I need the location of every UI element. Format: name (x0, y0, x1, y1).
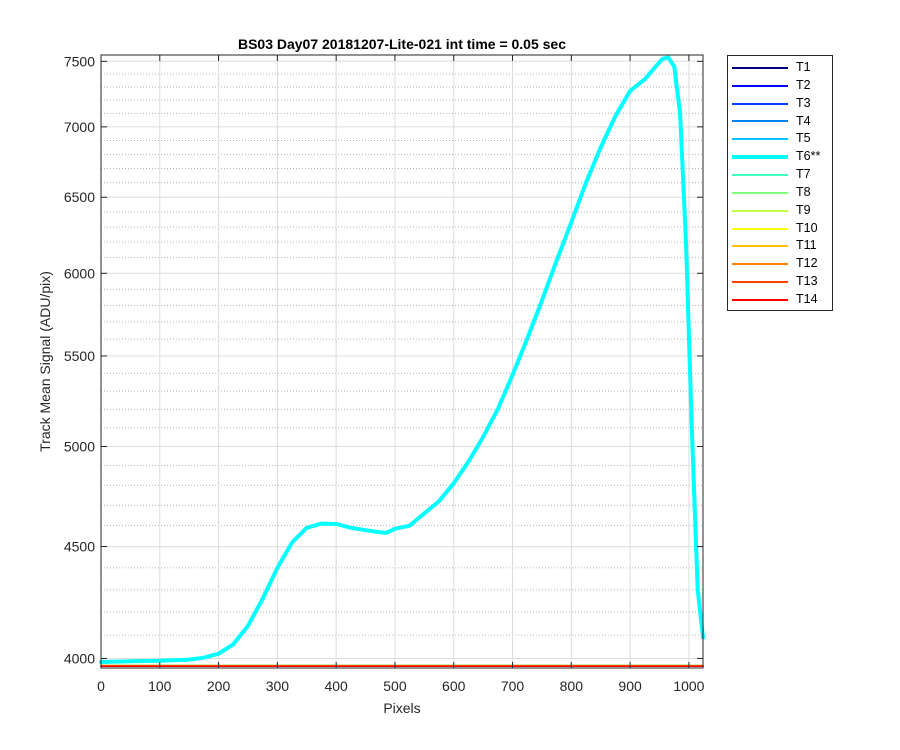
x-tick-label: 1000 (673, 678, 704, 694)
legend-label: T3 (796, 95, 811, 110)
legend-item[interactable]: T8 (728, 184, 832, 202)
legend-label: T4 (796, 113, 811, 128)
chart-title: BS03 Day07 20181207-Lite-021 int time = … (238, 36, 566, 52)
x-tick-label: 800 (560, 678, 584, 694)
x-tick-label: 500 (383, 678, 407, 694)
legend-item[interactable]: T1 (728, 59, 832, 77)
legend-label: T14 (796, 291, 818, 306)
axis-ticks: 4000 4500 5000 5500 6000 6500 7000 7500 0 100 200 3… (64, 53, 705, 694)
legend-line-swatch (732, 66, 788, 69)
legend-label: T2 (796, 77, 811, 92)
legend-line-swatch (732, 120, 788, 123)
x-tick-label: 900 (618, 678, 642, 694)
x-tick-label: 400 (324, 678, 348, 694)
legend-label: T8 (796, 184, 811, 199)
legend-item[interactable]: T6** (728, 148, 832, 166)
x-tick-label: 0 (97, 678, 105, 694)
legend-item[interactable]: T4 (728, 113, 832, 131)
legend-line-swatch (732, 191, 788, 194)
legend-item[interactable]: T5 (728, 130, 832, 148)
legend-label: T11 (796, 238, 817, 253)
legend-line-swatch (732, 155, 788, 160)
grid (100, 55, 703, 668)
series-lines (99, 55, 705, 668)
y-tick-label: 6500 (64, 189, 95, 205)
legend-line-swatch (732, 173, 788, 176)
legend-label: T10 (796, 220, 818, 235)
legend-item[interactable]: T10 (728, 220, 832, 238)
y-tick-label: 5000 (64, 438, 95, 454)
x-tick-label: 700 (501, 678, 525, 694)
y-tick-label: 4500 (64, 539, 95, 555)
legend-line-swatch (732, 263, 788, 266)
legend-line-swatch (732, 84, 788, 87)
legend-item[interactable]: T9 (728, 202, 832, 220)
legend-item[interactable]: T2 (728, 77, 832, 95)
legend-label: T5 (796, 131, 811, 146)
legend-label: T7 (796, 167, 811, 182)
x-tick-label: 200 (207, 678, 231, 694)
legend-line-swatch (732, 298, 788, 301)
legend-item[interactable]: T13 (728, 273, 832, 291)
legend-label: T6** (796, 149, 821, 164)
legend-item[interactable]: T3 (728, 95, 832, 113)
legend-item[interactable]: T12 (728, 255, 832, 273)
legend-item[interactable]: T14 (728, 291, 832, 309)
x-tick-label: 300 (266, 678, 290, 694)
legend-line-swatch (732, 209, 788, 212)
legend[interactable]: T1 T2 T3 T4 T5 T6** T7 T8 T9 T10 T11 T12 T13 T14 (727, 55, 833, 311)
y-tick-label: 7500 (64, 53, 95, 69)
legend-label: T13 (796, 274, 818, 289)
legend-line-swatch (732, 138, 788, 141)
y-tick-label: 6000 (64, 265, 95, 281)
series-line-t6 (99, 55, 705, 664)
legend-line-swatch (732, 245, 788, 248)
legend-label: T1 (796, 60, 811, 74)
x-axis-title: Pixels (383, 700, 420, 716)
legend-label: T12 (796, 256, 818, 271)
y-tick-label: 7000 (64, 119, 95, 135)
legend-line-swatch (732, 281, 788, 284)
legend-item[interactable]: T7 (728, 166, 832, 184)
x-tick-label: 100 (148, 678, 172, 694)
legend-line-swatch (732, 227, 788, 230)
legend-label: T9 (796, 202, 811, 217)
y-tick-label: 4000 (64, 650, 95, 666)
x-tick-label: 600 (442, 678, 466, 694)
legend-item[interactable]: T11 (728, 237, 832, 255)
legend-line-swatch (732, 102, 788, 105)
y-axis-title: Track Mean Signal (ADU/pix) (37, 271, 53, 452)
plot-area-frame (100, 54, 704, 669)
y-tick-label: 5500 (64, 348, 95, 364)
